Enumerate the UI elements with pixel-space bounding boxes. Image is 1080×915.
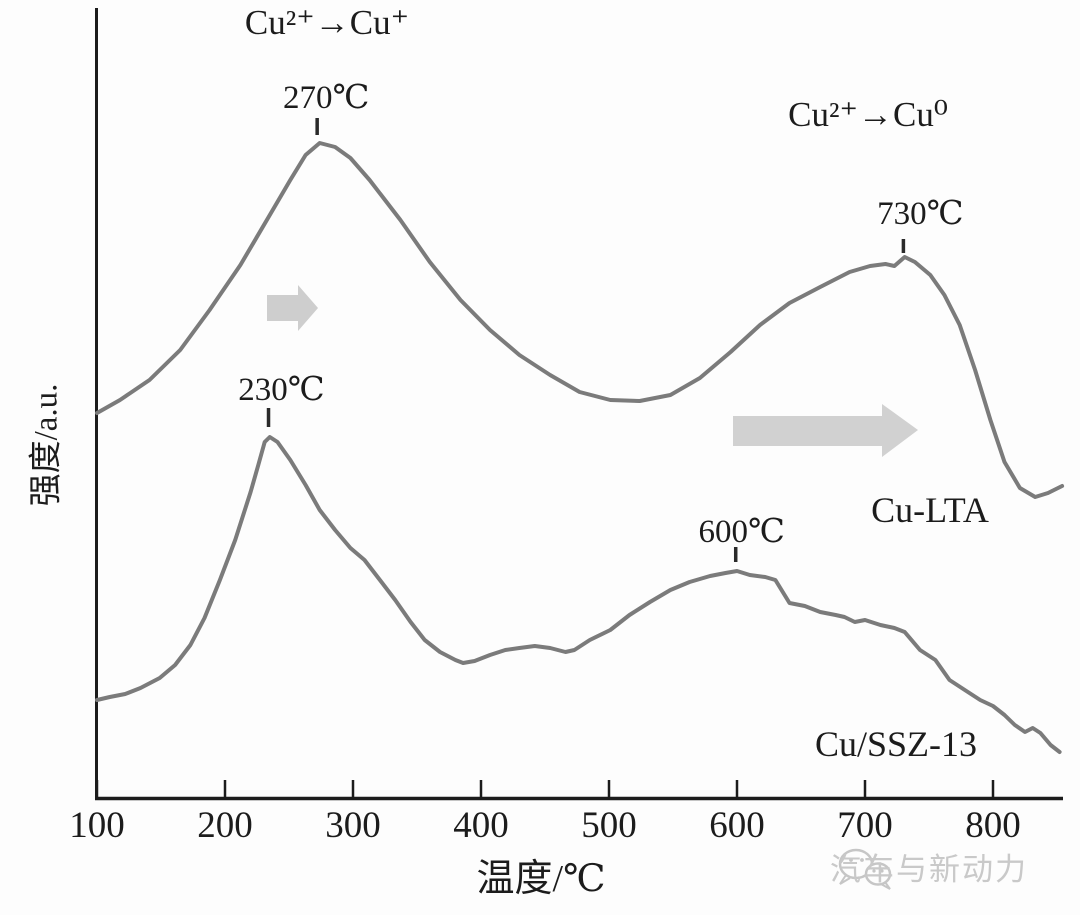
x-tick-label: 300 (325, 805, 381, 846)
watermark: 汽车与新动力 (830, 844, 1028, 889)
shift-arrow-large-icon (733, 404, 918, 457)
x-tick-label: 200 (197, 805, 253, 846)
curve-cu-ssz13 (95, 435, 1062, 754)
x-axis-title: 温度/℃ (476, 858, 606, 900)
annotation-reaction-cu2-to-cu1: Cu²⁺→Cu⁺ (244, 3, 410, 42)
x-tick-label: 100 (69, 805, 125, 846)
peak-label-230c: 230℃ (238, 372, 325, 408)
x-tick-label: 400 (453, 805, 509, 846)
peak-marker-dashes (266, 118, 906, 562)
wechat-icon (838, 848, 892, 890)
x-tick-label: 600 (709, 805, 765, 846)
peak-label-270c: 270℃ (282, 80, 370, 116)
series-label-cu-lta: Cu-LTA (871, 490, 989, 530)
x-tick-label: 700 (837, 805, 893, 846)
shift-arrow-small-icon (267, 285, 318, 331)
y-axis-title: 强度/a.u. (28, 383, 65, 507)
x-tick-label: 500 (581, 805, 637, 846)
curve-cu-lta (95, 141, 1065, 499)
peak-label-600c: 600℃ (698, 514, 785, 550)
series-label-cu-ssz13: Cu/SSZ-13 (814, 724, 978, 764)
x-axis-tick-marks (95, 780, 995, 800)
annotation-reaction-cu2-to-cu0: Cu²⁺→Cu⁰ (788, 95, 948, 134)
watermark-text: 汽车与新动力 (830, 852, 1028, 887)
x-tick-label: 800 (965, 805, 1021, 846)
peak-label-730c: 730℃ (877, 196, 964, 232)
